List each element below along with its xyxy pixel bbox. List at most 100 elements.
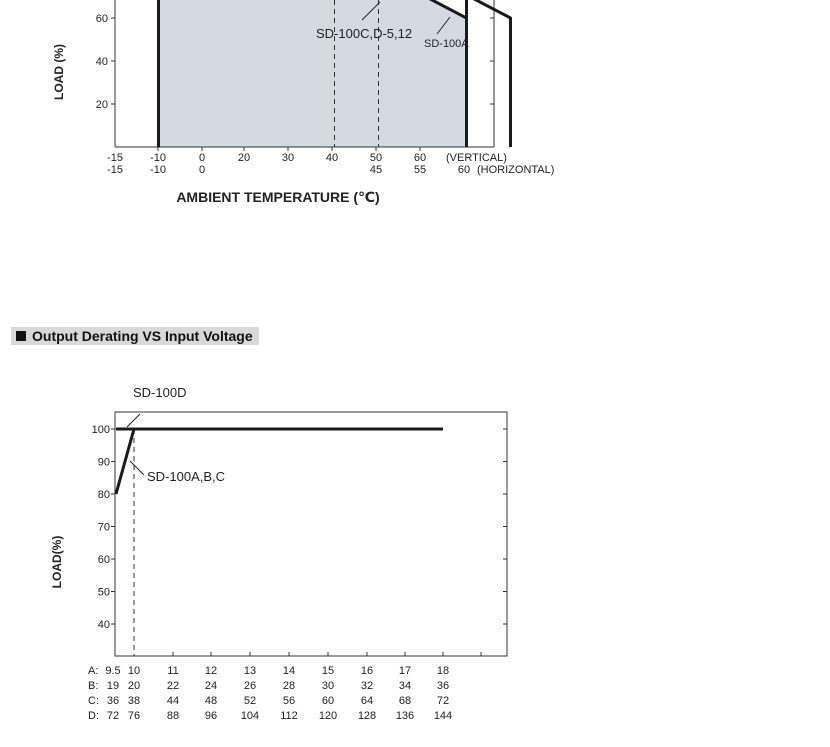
x-tick-label-horizontal: 60 xyxy=(458,164,470,176)
x-row-value: 10 xyxy=(128,665,140,677)
series-lines xyxy=(157,0,512,147)
x-row-value: 9.5 xyxy=(105,665,120,677)
y-tick-label: 50 xyxy=(98,587,110,599)
x-tick-label-vertical: 40 xyxy=(326,152,338,164)
y-axis-label: LOAD(%) xyxy=(50,536,64,589)
series-line-1 xyxy=(465,0,512,147)
x-tick-label-vertical: 20 xyxy=(238,152,250,164)
x-row-value: 52 xyxy=(244,695,256,707)
x-tick-label-vertical: 30 xyxy=(282,152,294,164)
x-row-value: 14 xyxy=(283,665,295,677)
annotation-leader-abc xyxy=(129,460,145,476)
dashed-reference-lines xyxy=(334,0,379,147)
x-row-value: 56 xyxy=(283,695,295,707)
x-tick-label-vertical: 50 xyxy=(370,152,382,164)
x-row-value: 72 xyxy=(107,710,119,722)
y-tick-label: 40 xyxy=(96,56,108,68)
x-row-label: D: xyxy=(88,710,99,722)
x-row-value: 68 xyxy=(399,695,411,707)
y-tick-label: 40 xyxy=(98,619,110,631)
horizontal-label: (HORIZONTAL) xyxy=(477,164,554,176)
x-row-value: 24 xyxy=(205,680,217,692)
x-row-value: 36 xyxy=(107,695,119,707)
annotation-sd100a: SD-100A xyxy=(424,38,469,50)
x-row-value: 60 xyxy=(322,695,334,707)
x-row-value: 72 xyxy=(437,695,449,707)
plot-border xyxy=(114,411,508,657)
y-tick-label: 100 xyxy=(92,424,110,436)
x-row-value: 32 xyxy=(361,680,373,692)
series-line-0 xyxy=(114,427,443,495)
x-row-value: 28 xyxy=(283,680,295,692)
x-row-value: 64 xyxy=(361,695,373,707)
x-row-value: 96 xyxy=(205,710,217,722)
y-tick-label: 80 xyxy=(98,489,110,501)
section-header: Output Derating VS Input Voltage xyxy=(11,327,259,345)
x-row-value: 136 xyxy=(396,710,414,722)
x-tick-label-horizontal: -10 xyxy=(150,164,166,176)
x-tick-label-vertical: -10 xyxy=(150,152,166,164)
y-tick-label: 90 xyxy=(98,457,110,469)
x-tick-label-vertical: 0 xyxy=(199,152,205,164)
x-row-label: C: xyxy=(88,695,99,707)
x-row-value: 20 xyxy=(128,680,140,692)
x-row-value: 19 xyxy=(107,680,119,692)
y-tick-label: 60 xyxy=(96,13,108,25)
y-tick-label: 20 xyxy=(96,99,108,111)
x-row-label: A: xyxy=(88,665,98,677)
x-tick-label-horizontal: 45 xyxy=(370,164,382,176)
operating-area xyxy=(158,0,467,147)
y-axis-label: LOAD (%) xyxy=(52,44,66,100)
x-row-value: 48 xyxy=(205,695,217,707)
annotation-leader-d xyxy=(126,413,141,428)
x-axis-label: AMBIENT TEMPERATURE (℃) xyxy=(176,189,379,205)
x-row-value: 16 xyxy=(361,665,373,677)
x-tick-rows: A: 9.5 10 11 12 13 14 15 16 17 18 B: 19 20 22 24 26 28 30 3… xyxy=(88,665,452,722)
annotation-sd100d: SD-100D xyxy=(133,385,186,400)
x-row-value: 12 xyxy=(205,665,217,677)
y-ticks: 40 50 60 70 80 90 100 xyxy=(92,424,507,631)
x-tick-label-horizontal: 0 xyxy=(199,164,205,176)
x-ticks-vertical: -15 -10 0 20 30 40 50 60 xyxy=(107,147,426,164)
section-title: Output Derating VS Input Voltage xyxy=(32,328,253,344)
plot-frame xyxy=(114,0,495,148)
x-row-value: 15 xyxy=(322,665,334,677)
vertical-label: (VERTICAL) xyxy=(446,152,507,164)
x-row-value: 38 xyxy=(128,695,140,707)
x-row-value: 120 xyxy=(319,710,337,722)
x-ticks-horizontal: -15 -10 0 45 55 60 xyxy=(107,164,470,176)
x-row-value: 36 xyxy=(437,680,449,692)
x-row-value: 144 xyxy=(434,710,452,722)
operating-area-shade xyxy=(158,0,467,147)
x-row-value: 112 xyxy=(280,710,298,722)
section-bullet-icon xyxy=(16,331,26,341)
x-row-value: 104 xyxy=(241,710,259,722)
y-tick-label: 60 xyxy=(98,554,110,566)
x-row-value: 128 xyxy=(358,710,376,722)
y-ticks: 20 40 60 xyxy=(96,13,494,111)
plot-frame xyxy=(114,411,508,657)
x-row-value: 34 xyxy=(399,680,411,692)
x-tick-label-vertical: -15 xyxy=(107,152,123,164)
x-row-value: 22 xyxy=(167,680,179,692)
x-row-value: 76 xyxy=(128,710,140,722)
annotation-leader-a xyxy=(436,16,451,35)
annotation-leader-c xyxy=(361,1,381,21)
annotation-sd100abc: SD-100A,B,C xyxy=(147,469,225,484)
x-tick-label-horizontal: 55 xyxy=(414,164,426,176)
x-row-value: 26 xyxy=(244,680,256,692)
y-tick-label: 70 xyxy=(98,522,110,534)
derating-input-voltage-chart: 40 50 60 70 80 90 100 A: 9.5 10 11 12 13 14 15 16 17 18 B… xyxy=(50,385,508,722)
x-row-label: B: xyxy=(88,680,98,692)
x-row-value: 30 xyxy=(322,680,334,692)
annotation-sd100cd: SD-100C,D-5,12 xyxy=(316,26,412,41)
series-lines xyxy=(114,427,443,495)
x-tick-label-horizontal: -15 xyxy=(107,164,123,176)
x-row-value: 88 xyxy=(167,710,179,722)
x-row-value: 17 xyxy=(399,665,411,677)
x-tick-label-vertical: 60 xyxy=(414,152,426,164)
x-row-value: 11 xyxy=(167,665,178,677)
x-row-value: 44 xyxy=(167,695,179,707)
x-row-value: 18 xyxy=(437,665,449,677)
